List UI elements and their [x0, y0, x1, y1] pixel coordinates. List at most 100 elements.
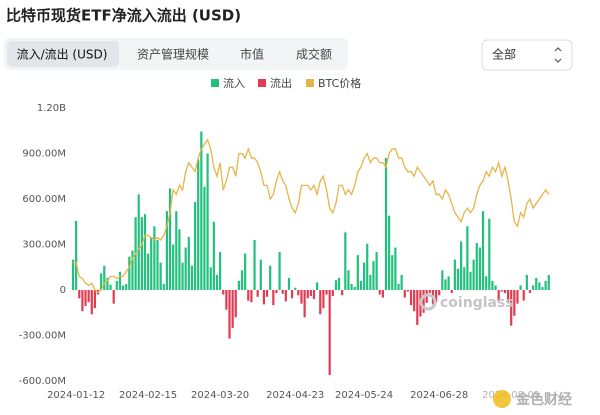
- flow-bar: [253, 239, 256, 290]
- flow-bar: [331, 290, 334, 297]
- flow-bar: [444, 279, 447, 290]
- flow-bar: [240, 270, 244, 290]
- flow-bar: [516, 290, 519, 304]
- flow-bar: [378, 290, 381, 295]
- flow-bar: [356, 255, 359, 290]
- flow-bar: [103, 265, 106, 290]
- tab-selected-bg: [7, 41, 119, 67]
- flow-bar: [319, 290, 322, 315]
- flow-bar: [184, 247, 187, 290]
- flow-bar: [284, 290, 287, 302]
- flow-bar: [225, 290, 228, 310]
- flow-bar: [269, 265, 272, 290]
- flow-bar: [303, 290, 306, 318]
- flow-bar: [403, 290, 406, 298]
- tab[interactable]: 市值: [240, 47, 264, 62]
- watermark-text: coinglass: [440, 295, 514, 311]
- flow-bar: [147, 253, 150, 290]
- flow-bar: [391, 255, 394, 290]
- flow-bar: [381, 290, 384, 298]
- flow-bar: [478, 247, 481, 290]
- flow-bar: [513, 290, 516, 316]
- tab[interactable]: 资产管理规模: [137, 47, 209, 62]
- flow-bar: [209, 267, 212, 290]
- dropdown-label[interactable]: 全部: [492, 47, 516, 62]
- legend-swatch: [258, 79, 266, 87]
- y-tick-label: -300.00M: [19, 331, 66, 342]
- flow-bar: [485, 276, 488, 290]
- btc-price-line: [73, 138, 550, 294]
- tab[interactable]: 成交额: [296, 47, 332, 62]
- flow-bar: [165, 211, 168, 290]
- range-dropdown[interactable]: [481, 39, 573, 71]
- flow-bar: [541, 286, 544, 290]
- flow-bar: [128, 256, 131, 290]
- watermark-text: 金色财经: [515, 391, 572, 408]
- flow-bar: [475, 242, 478, 290]
- flow-bar: [178, 229, 181, 290]
- flow-bar: [491, 280, 494, 290]
- x-tick-label: 2024-06-28: [410, 390, 468, 401]
- legend-label: BTC价格: [318, 76, 361, 90]
- flow-bar: [422, 290, 425, 313]
- x-tick-label: 2024-01-12: [47, 390, 105, 401]
- flow-bar: [125, 283, 128, 290]
- flow-bar: [463, 267, 466, 290]
- tab[interactable]: 流入/流出 (USD): [17, 48, 108, 62]
- flow-bar: [488, 218, 491, 290]
- flow-bar: [503, 290, 507, 294]
- flow-bar: [168, 188, 172, 290]
- flow-bar: [181, 262, 184, 290]
- flow-bar: [287, 277, 291, 290]
- flow-bar: [143, 214, 147, 290]
- flow-bar: [544, 280, 547, 290]
- flow-bar: [472, 259, 475, 290]
- flow-bar: [291, 290, 294, 299]
- flow-bar: [237, 280, 240, 290]
- flow-bar: [84, 290, 87, 306]
- flow-bar: [510, 290, 513, 326]
- flow-bar: [256, 290, 259, 297]
- flow-bar: [522, 290, 525, 301]
- flow-bar: [278, 252, 281, 290]
- flow-bar: [328, 290, 331, 375]
- flow-bar: [450, 290, 453, 294]
- flow-bar: [215, 274, 219, 290]
- flow-bar: [341, 290, 344, 296]
- flow-bar: [325, 290, 328, 295]
- flow-bar: [434, 290, 438, 303]
- flow-bar: [228, 290, 231, 339]
- flow-bar: [234, 290, 237, 318]
- flow-bar: [200, 131, 203, 290]
- flow-bar: [156, 239, 159, 290]
- flow-bar: [366, 243, 369, 290]
- flow-bar: [109, 284, 112, 290]
- flow-bar: [316, 282, 319, 290]
- coinglass-watermark: coinglass: [419, 293, 514, 311]
- flow-bar: [362, 262, 366, 290]
- flow-bar: [306, 290, 309, 299]
- x-tick-label: 2024-04-23: [266, 390, 324, 401]
- flow-bar: [197, 159, 200, 290]
- flow-bar: [400, 274, 403, 290]
- flow-bar: [247, 290, 250, 301]
- flow-bar: [469, 271, 472, 290]
- x-tick-label: 2024-03-20: [191, 390, 249, 401]
- flow-bar: [447, 276, 450, 290]
- flow-bar: [300, 290, 303, 304]
- flow-bar: [250, 290, 253, 303]
- legend-label: 流出: [270, 76, 292, 90]
- flow-bar: [369, 274, 372, 290]
- flow-bar: [532, 285, 535, 290]
- flow-bar: [347, 270, 350, 290]
- flow-bar: [118, 271, 122, 290]
- flow-bar: [106, 277, 109, 290]
- flow-bar: [350, 283, 353, 290]
- flow-bar: [172, 244, 175, 290]
- flow-bar: [212, 221, 215, 290]
- flow-bar: [506, 290, 510, 303]
- jinse-watermark: 金色财经: [480, 386, 592, 412]
- flow-bar: [294, 287, 297, 290]
- flow-bar: [153, 226, 156, 290]
